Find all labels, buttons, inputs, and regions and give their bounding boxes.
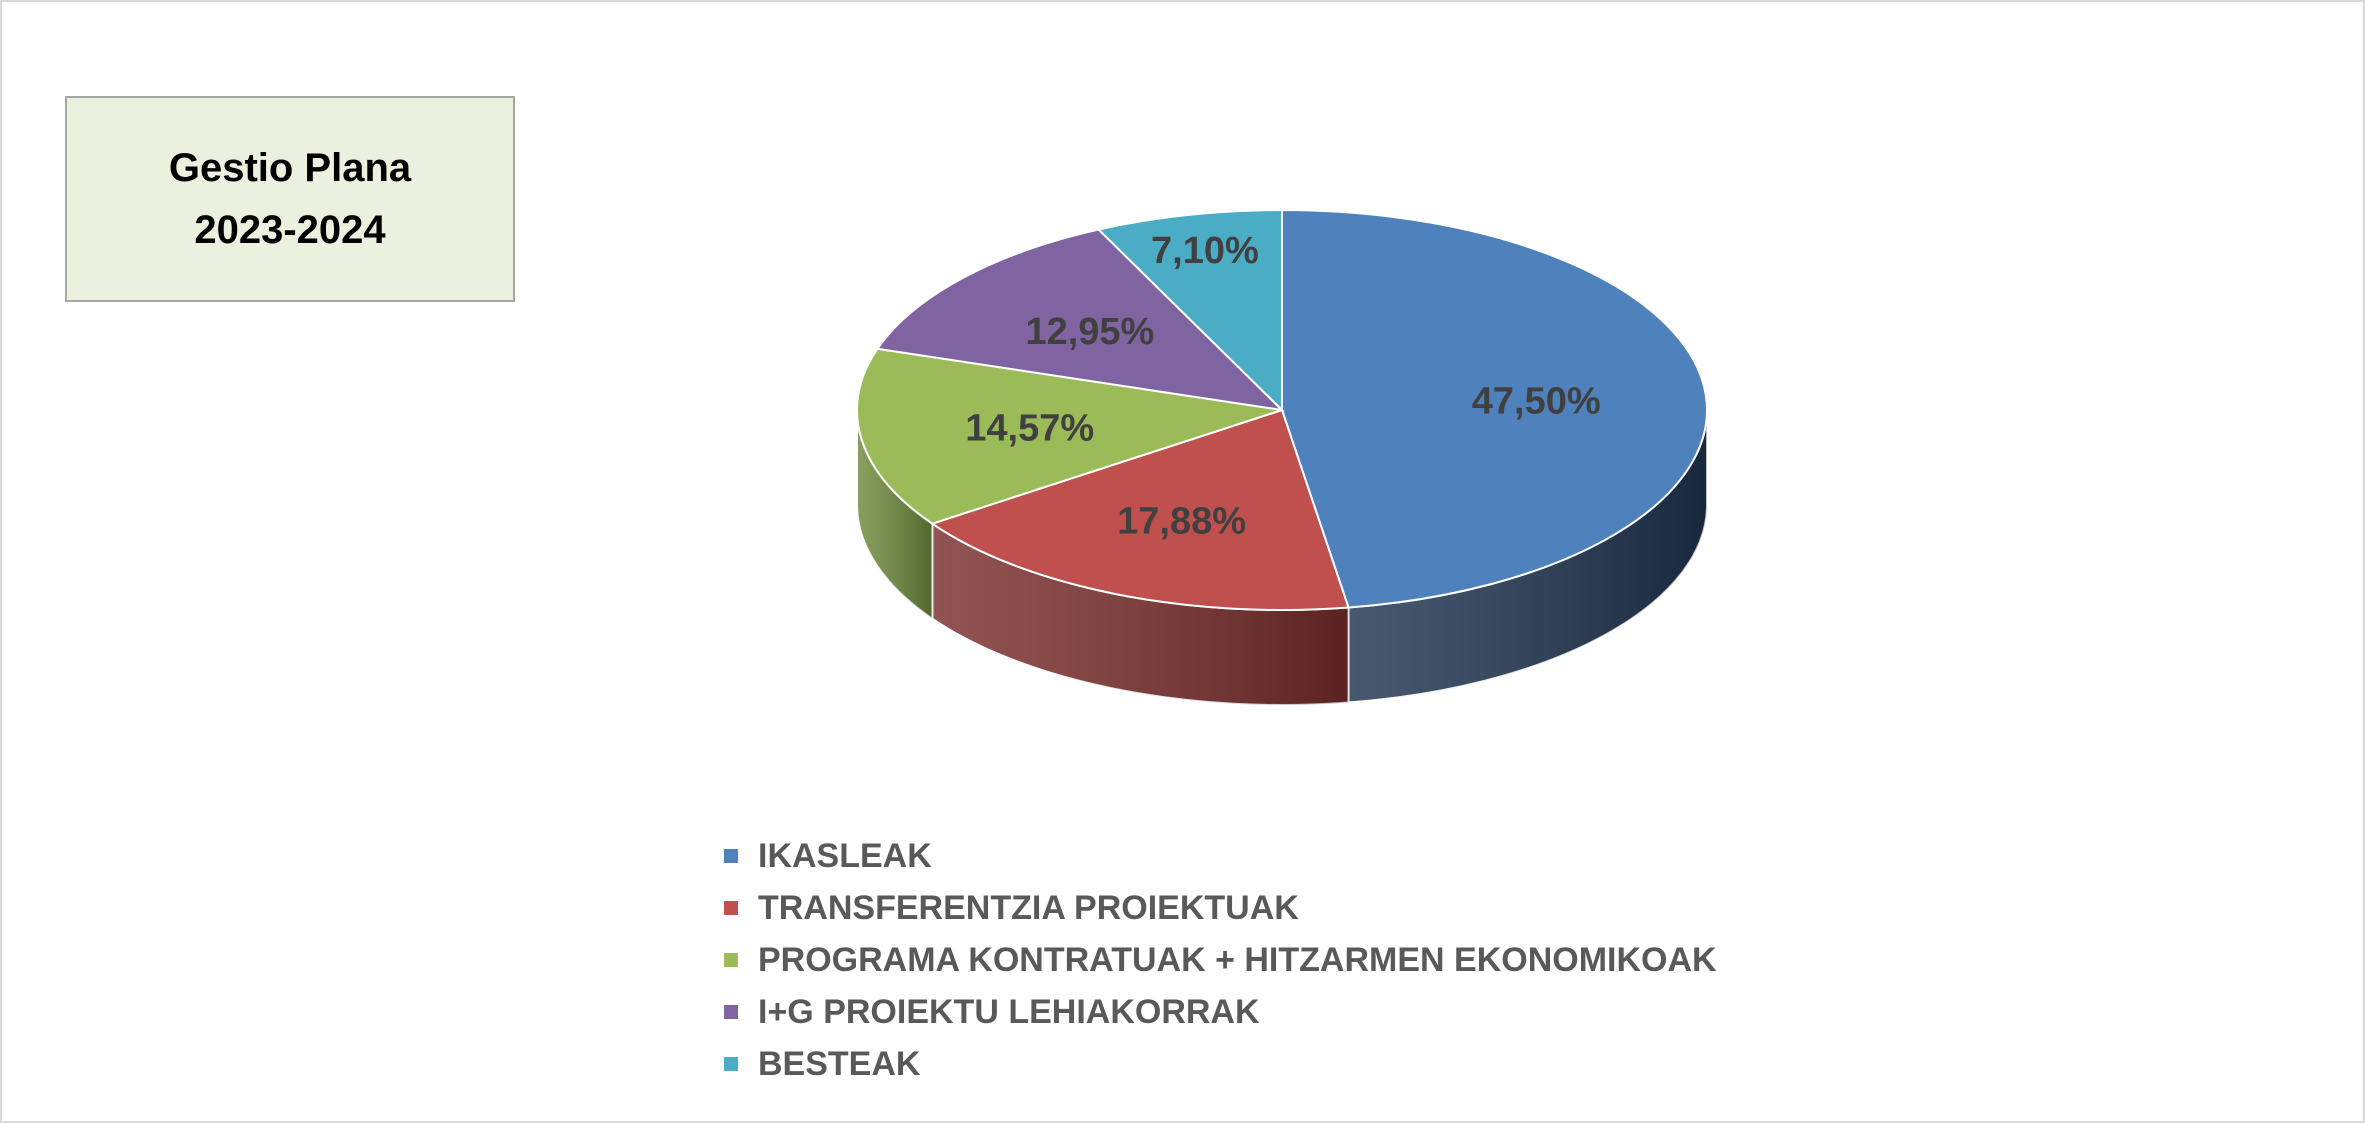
pie-side-transferentzia-proiektuak-shade — [932, 523, 1349, 705]
pie-slice-transferentzia-proiektuak — [930, 408, 1350, 611]
data-label-besteak: 7,10% — [1151, 230, 1259, 272]
pie-data-labels: 47,50% 17,88% 14,57% 12,95% 7,10% — [965, 230, 1600, 542]
pie-slice-besteak — [1096, 208, 1283, 413]
data-label-programa-kontratuak-hitzarmen-ekonomikoak: 14,57% — [965, 408, 1094, 450]
legend-item-besteak: BESTEAK — [724, 1038, 1717, 1090]
legend-label: IKASLEAK — [758, 836, 932, 875]
legend-label: BESTEAK — [758, 1044, 921, 1083]
chart-title-line-1: Gestio Plana — [168, 146, 412, 190]
legend-item-i-g-proiektu-lehiakorrak: I+G PROIEKTU LEHIAKORRAK — [724, 986, 1717, 1038]
data-label-ikasleak: 47,50% — [1472, 381, 1601, 423]
legend-label: I+G PROIEKTU LEHIAKORRAK — [758, 992, 1260, 1031]
pie-slice-i-g-proiektu-lehiakorrak — [875, 228, 1285, 412]
pie-slice-programa-kontratuak-hitzarmen-ekonomikoak — [856, 347, 1283, 525]
legend-swatch — [724, 1057, 738, 1071]
chart-title-line-2: 2023-2024 — [194, 208, 386, 252]
pie-side-programa-kontratuak-hitzarmen-ekonomikoak-shade — [857, 410, 933, 619]
legend-swatch — [724, 1005, 738, 1019]
legend-label: TRANSFERENTZIA PROIEKTUAK — [758, 888, 1299, 927]
data-label-transferentzia-proiektuak: 17,88% — [1117, 500, 1246, 542]
pie-slices — [856, 208, 1708, 611]
legend-label: PROGRAMA KONTRATUAK + HITZARMEN EKONOMIK… — [758, 940, 1717, 979]
title-box: Gestio Plana 2023-2024 — [65, 96, 515, 302]
legend-item-programa-kontratuak-hitzarmen-ekonomikoak: PROGRAMA KONTRATUAK + HITZARMEN EKONOMIK… — [724, 934, 1717, 986]
legend: IKASLEAK TRANSFERENTZIA PROIEKTUAK PROGRAM… — [724, 830, 1717, 1090]
legend-swatch — [724, 849, 738, 863]
legend-swatch — [724, 953, 738, 967]
pie-slice-ikasleak — [1281, 208, 1708, 609]
legend-swatch — [724, 901, 738, 915]
legend-item-ikasleak: IKASLEAK — [724, 830, 1717, 882]
data-label-i-g-proiektu-lehiakorrak: 12,95% — [1025, 311, 1154, 353]
legend-item-transferentzia-proiektuak: TRANSFERENTZIA PROIEKTUAK — [724, 882, 1717, 934]
pie-side-ikasleak-shade — [1348, 410, 1707, 703]
